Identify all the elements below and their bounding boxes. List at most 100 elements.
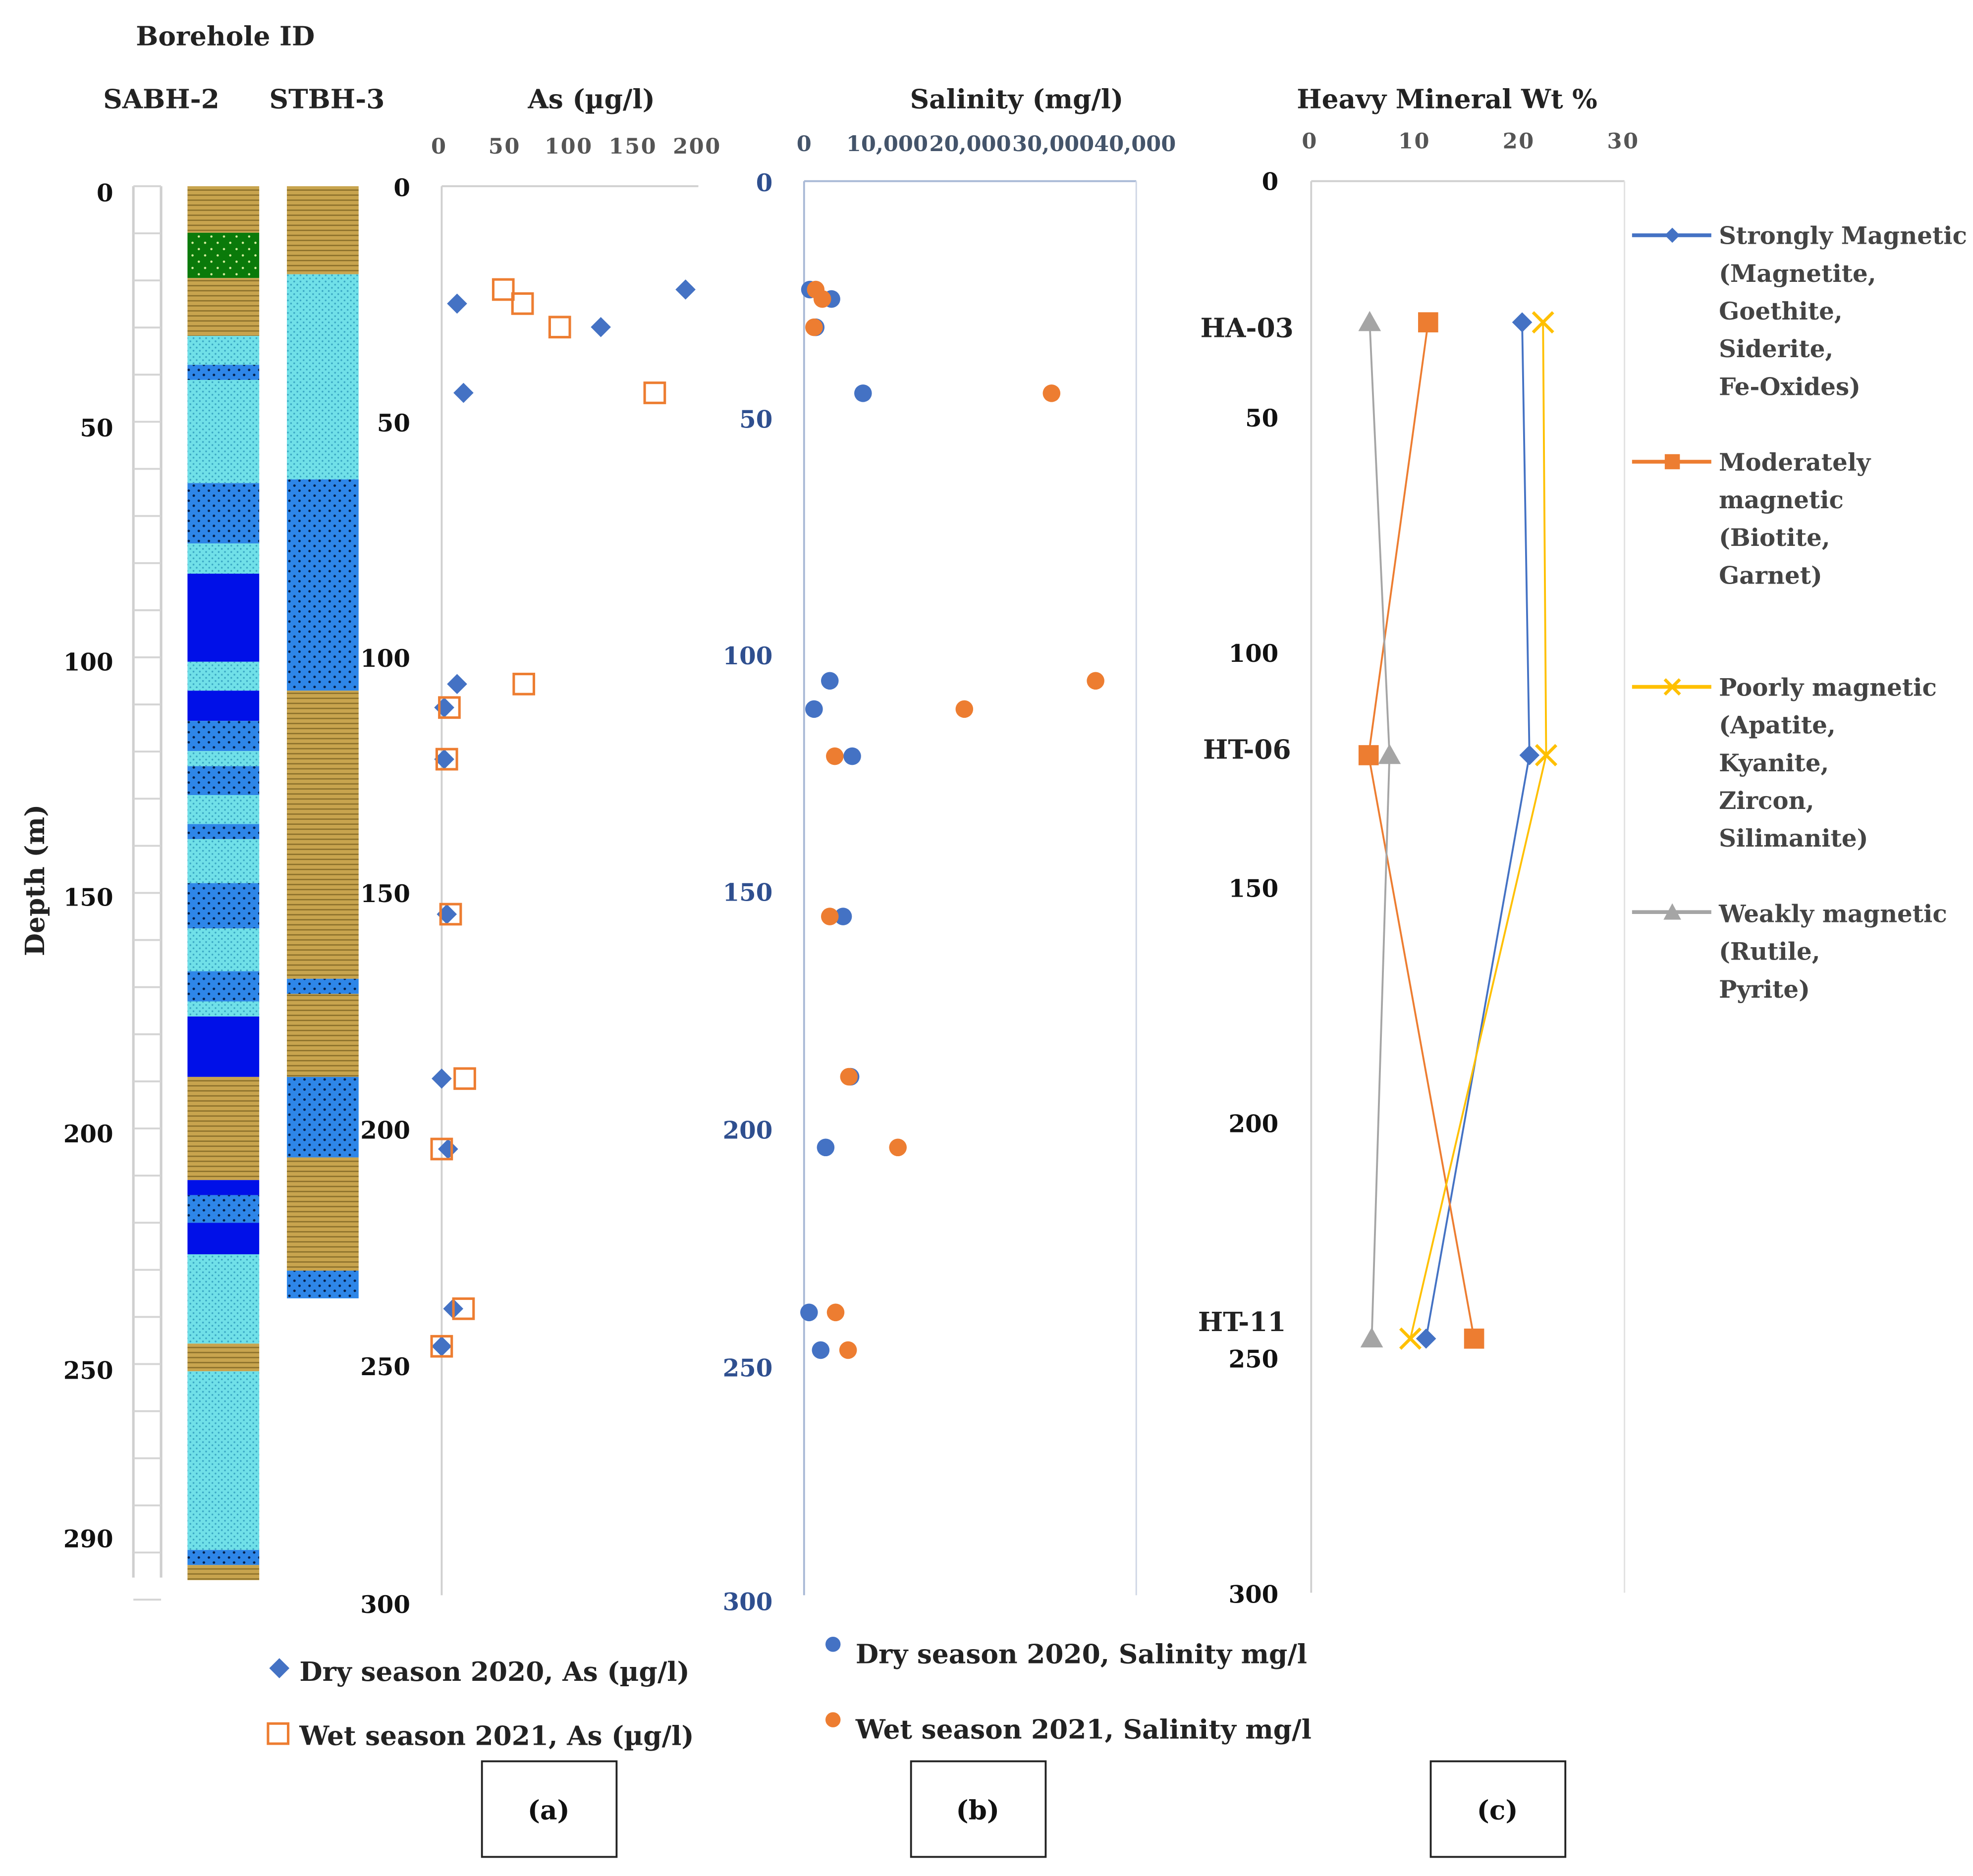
chart-a-series-0-point-3	[453, 382, 474, 403]
chart-b-ytick-250: 250	[723, 1354, 773, 1382]
legend-c-strong-line-4: Siderite,	[1719, 335, 1833, 363]
chart-c-ytick-0: 0	[1262, 168, 1279, 196]
chart-c-series-1-line	[1368, 322, 1475, 1339]
legend-c-moderate-line-4: Garnet)	[1719, 562, 1822, 590]
legend-c-strong-line-2: (Magnetite,	[1719, 260, 1876, 288]
chart-b-series-1-point-6	[826, 747, 844, 765]
chart-c-ytick-250: 250	[1229, 1346, 1279, 1374]
chart-b-ytick-50: 50	[739, 406, 772, 433]
strata-layer-fine	[187, 795, 260, 824]
chart-b-xtick-30000: 30,000	[1012, 131, 1094, 157]
chart-b-series-1-point-11	[839, 1341, 857, 1359]
strata-layer-coarse	[187, 691, 260, 721]
chart-c-series-0-point-0	[1512, 312, 1533, 332]
panel-b-box	[910, 1760, 1047, 1858]
chart-b-series-1-point-9	[889, 1138, 907, 1157]
chart-c-series-3-point-1	[1378, 744, 1401, 764]
legend-b-dry-label: Dry season 2020, Salinity mg/l	[856, 1638, 1307, 1669]
borehole-depth-tick-290: 290	[63, 1526, 113, 1554]
borehole-depth-tick-250: 250	[63, 1357, 113, 1385]
chart-b-series-0-point-9	[817, 1138, 835, 1157]
strata-layer-coarse	[187, 1180, 260, 1195]
chart-c-ytick-50: 50	[1245, 405, 1278, 432]
strata-layer-fine	[187, 839, 260, 883]
borehole-name-stbh3: STBH-3	[269, 83, 384, 114]
chart-b-series-1-point-4	[1087, 672, 1104, 690]
chart-c-series-1-point-0	[1418, 312, 1438, 332]
legend-a-dry-label: Dry season 2020, As (µg/l)	[299, 1656, 689, 1687]
chart-c-ytick-300: 300	[1229, 1581, 1279, 1608]
legend-c-weak-line-3: Pyrite)	[1719, 976, 1810, 1004]
borehole-id-title: Borehole ID	[136, 20, 315, 52]
legend-a-dry-marker	[269, 1658, 290, 1678]
sample-label-ht11: HT-11	[1198, 1306, 1286, 1338]
strata-layer-fine	[187, 1371, 260, 1550]
chart-a-series-1-point-3	[643, 381, 666, 404]
legend-b-wet-label: Wet season 2021, Salinity mg/l	[855, 1714, 1312, 1745]
chart-c-series-3-line	[1369, 322, 1391, 1339]
chart-a-ytick-150: 150	[360, 880, 410, 908]
chart-b-series-1-point-1	[813, 290, 831, 308]
strata-layer-clay	[187, 1343, 260, 1372]
strata-layer-fine	[187, 543, 260, 574]
legend-a-wet-marker	[267, 1722, 290, 1745]
chart-b-axis: 0 10,000 20,000 30,000 40,000 0 50 100 1…	[723, 131, 1176, 1616]
chart-b-series-0-point-5	[805, 700, 823, 718]
chart-a-series-1-point-6	[435, 748, 458, 771]
strata-layer-clay	[287, 1157, 359, 1271]
chart-a-series-0-point-5	[434, 697, 454, 718]
chart-c-series-2-line	[1409, 322, 1547, 1339]
chart-a-series-0-point-1	[447, 293, 467, 314]
strata-layer-coarse	[187, 574, 260, 662]
chart-c-series-2-point-2	[1399, 1327, 1422, 1350]
chart-a-xtick-0: 0	[431, 134, 447, 159]
borehole-column-stbh3	[287, 186, 359, 1298]
chart-a-marks	[430, 278, 696, 1358]
legend-c-moderate-line-2: magnetic	[1719, 486, 1844, 514]
chart-a-series-0-point-2	[591, 317, 611, 337]
strata-layer-fine	[187, 336, 260, 365]
strata-layer-fine	[287, 274, 359, 480]
strata-layer-med	[187, 1195, 260, 1223]
panel-b-label: (b)	[956, 1794, 999, 1825]
strata-layer-clay	[187, 1076, 260, 1180]
legend-c-strong-line-3: Goethite,	[1719, 298, 1843, 325]
chart-a-series-1-point-10	[452, 1297, 475, 1320]
strata-layer-med	[187, 883, 260, 929]
chart-c-series-0-line	[1425, 322, 1531, 1339]
chart-b-ytick-150: 150	[723, 879, 773, 907]
sample-label-ht06: HT-06	[1203, 734, 1291, 765]
strata-layer-clay	[187, 278, 260, 336]
chart-a-ytick-50: 50	[377, 410, 410, 437]
strata-layer-med	[187, 721, 260, 751]
chart-b-series-0-point-10	[800, 1303, 818, 1322]
chart-b-xtick-40000: 40,000	[1094, 131, 1176, 157]
chart-a-xtick-150: 150	[609, 134, 658, 159]
chart-c-series-1-point-1	[1358, 745, 1379, 765]
legend-c-strong-line-1: Strongly Magnetic	[1719, 222, 1967, 250]
chart-c-series-3-point-0	[1358, 311, 1381, 331]
chart-c-title: Heavy Mineral Wt %	[1297, 83, 1597, 114]
strata-layer-fine	[187, 1001, 260, 1017]
chart-c-ytick-200: 200	[1229, 1111, 1279, 1138]
strata-layer-med	[287, 1076, 359, 1158]
chart-b-series-1-point-5	[955, 700, 974, 718]
chart-c-xtick-20: 20	[1503, 129, 1535, 154]
legend-c-moderate: Moderately magnetic (Biotite, Garnet)	[1632, 449, 1871, 590]
borehole-name-sabh2: SABH-2	[103, 83, 219, 114]
chart-a-ytick-300: 300	[360, 1591, 410, 1619]
legend-c-weak: Weakly magnetic (Rutile, Pyrite)	[1632, 901, 1947, 1004]
chart-b-marks	[800, 280, 1104, 1359]
strata-layer-clay	[187, 186, 260, 233]
chart-c-xtick-30: 30	[1607, 129, 1640, 154]
strata-layer-clay	[287, 994, 359, 1077]
borehole-depth-tick-200: 200	[63, 1121, 113, 1148]
borehole-depth-tick-50: 50	[80, 415, 113, 442]
strata-layer-fine	[187, 928, 260, 971]
legend-c-weak-line-2: (Rutile,	[1719, 938, 1820, 966]
legend-c-poor: Poorly magnetic (Apatite, Kyanite, Zirco…	[1632, 674, 1937, 853]
chart-b-series-1-point-3	[1042, 384, 1061, 402]
chart-b-ytick-300: 300	[723, 1589, 773, 1616]
legend-c-strong-line-5: Fe-Oxides)	[1719, 373, 1861, 401]
borehole-depth-tick-100: 100	[63, 649, 113, 677]
